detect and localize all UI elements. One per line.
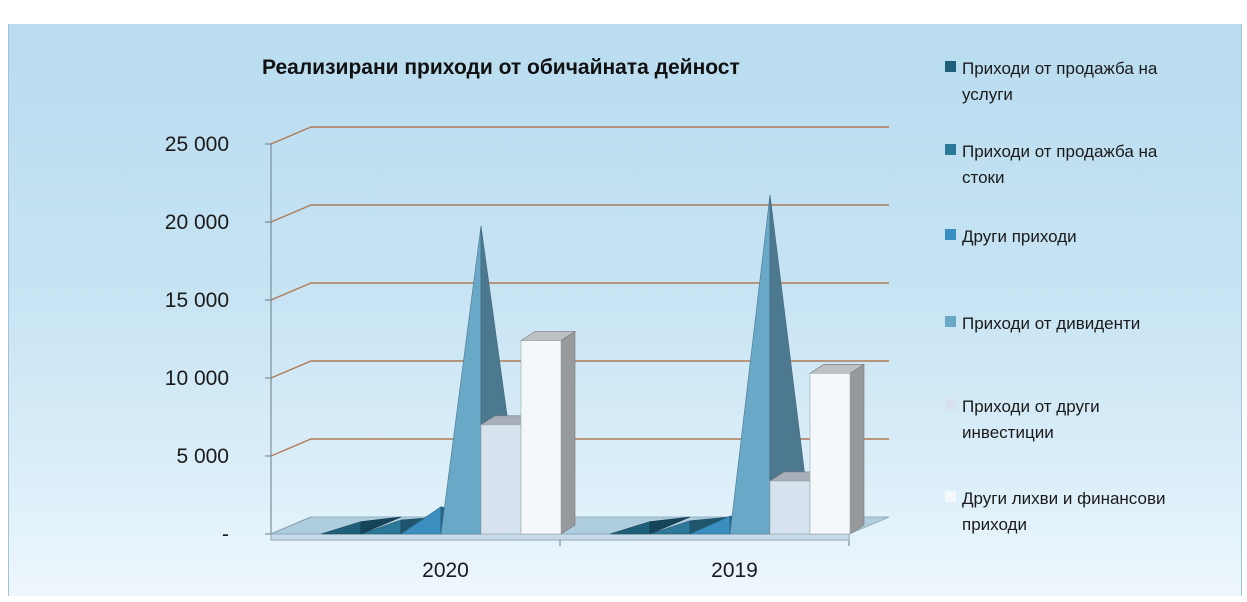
legend-item: Други приходи	[945, 227, 1077, 246]
y-tick-label: 5 000	[176, 445, 229, 468]
legend-label: Приходи от продажба на услуги	[962, 59, 1158, 104]
chart-frame: Реализирани приходи от обичайната дейнос…	[8, 24, 1242, 596]
legend-swatch	[945, 399, 956, 410]
legend-swatch	[945, 491, 956, 502]
legend-label: Други приходи	[962, 227, 1077, 246]
legend-item: Други лихви и финансови приходи	[945, 489, 1165, 534]
y-tick-label: 15 000	[165, 289, 229, 312]
legend-swatch	[945, 316, 956, 327]
legend-item: Приходи от други инвестиции	[945, 397, 1100, 442]
legend-label: Приходи от други инвестиции	[962, 397, 1100, 442]
legend: Приходи от продажба на услуги Приходи от п…	[945, 59, 1165, 534]
legend-item: Приходи от продажба на стоки	[945, 142, 1158, 187]
gridline	[270, 438, 889, 457]
x-axis: 2020 2019	[422, 559, 758, 582]
chart-mark	[609, 516, 691, 535]
gridline	[270, 126, 889, 145]
y-tick-label: 25 000	[165, 133, 229, 156]
legend-item: Приходи от дивиденти	[945, 314, 1140, 333]
legend-swatch	[945, 144, 956, 155]
legend-label: Приходи от дивиденти	[962, 314, 1140, 333]
legend-item: Приходи от продажба на услуги	[945, 59, 1158, 104]
legend-label: Приходи от продажба на стоки	[962, 142, 1158, 187]
revenue-chart: Реализирани приходи от обичайната дейнос…	[165, 56, 1166, 582]
chart-mark	[320, 516, 402, 535]
gridlines	[270, 126, 889, 457]
legend-swatch	[945, 229, 956, 240]
gridline	[270, 282, 889, 301]
chart-marks	[320, 194, 866, 535]
legend-swatch	[945, 61, 956, 72]
floor-front	[270, 533, 850, 541]
gridline	[270, 204, 889, 223]
chart-title: Реализирани приходи от обичайната дейнос…	[262, 56, 740, 79]
gridline	[270, 360, 889, 379]
legend-label: Други лихви и финансови приходи	[962, 489, 1165, 534]
x-category-label: 2019	[711, 559, 758, 582]
y-tick-label: -	[222, 523, 229, 546]
y-tick-label: 10 000	[165, 367, 229, 390]
chart-mark	[808, 363, 866, 535]
y-tick-label: 20 000	[165, 211, 229, 234]
chart-mark	[729, 194, 811, 535]
x-category-label: 2020	[422, 559, 469, 582]
chart-mark	[519, 331, 577, 535]
